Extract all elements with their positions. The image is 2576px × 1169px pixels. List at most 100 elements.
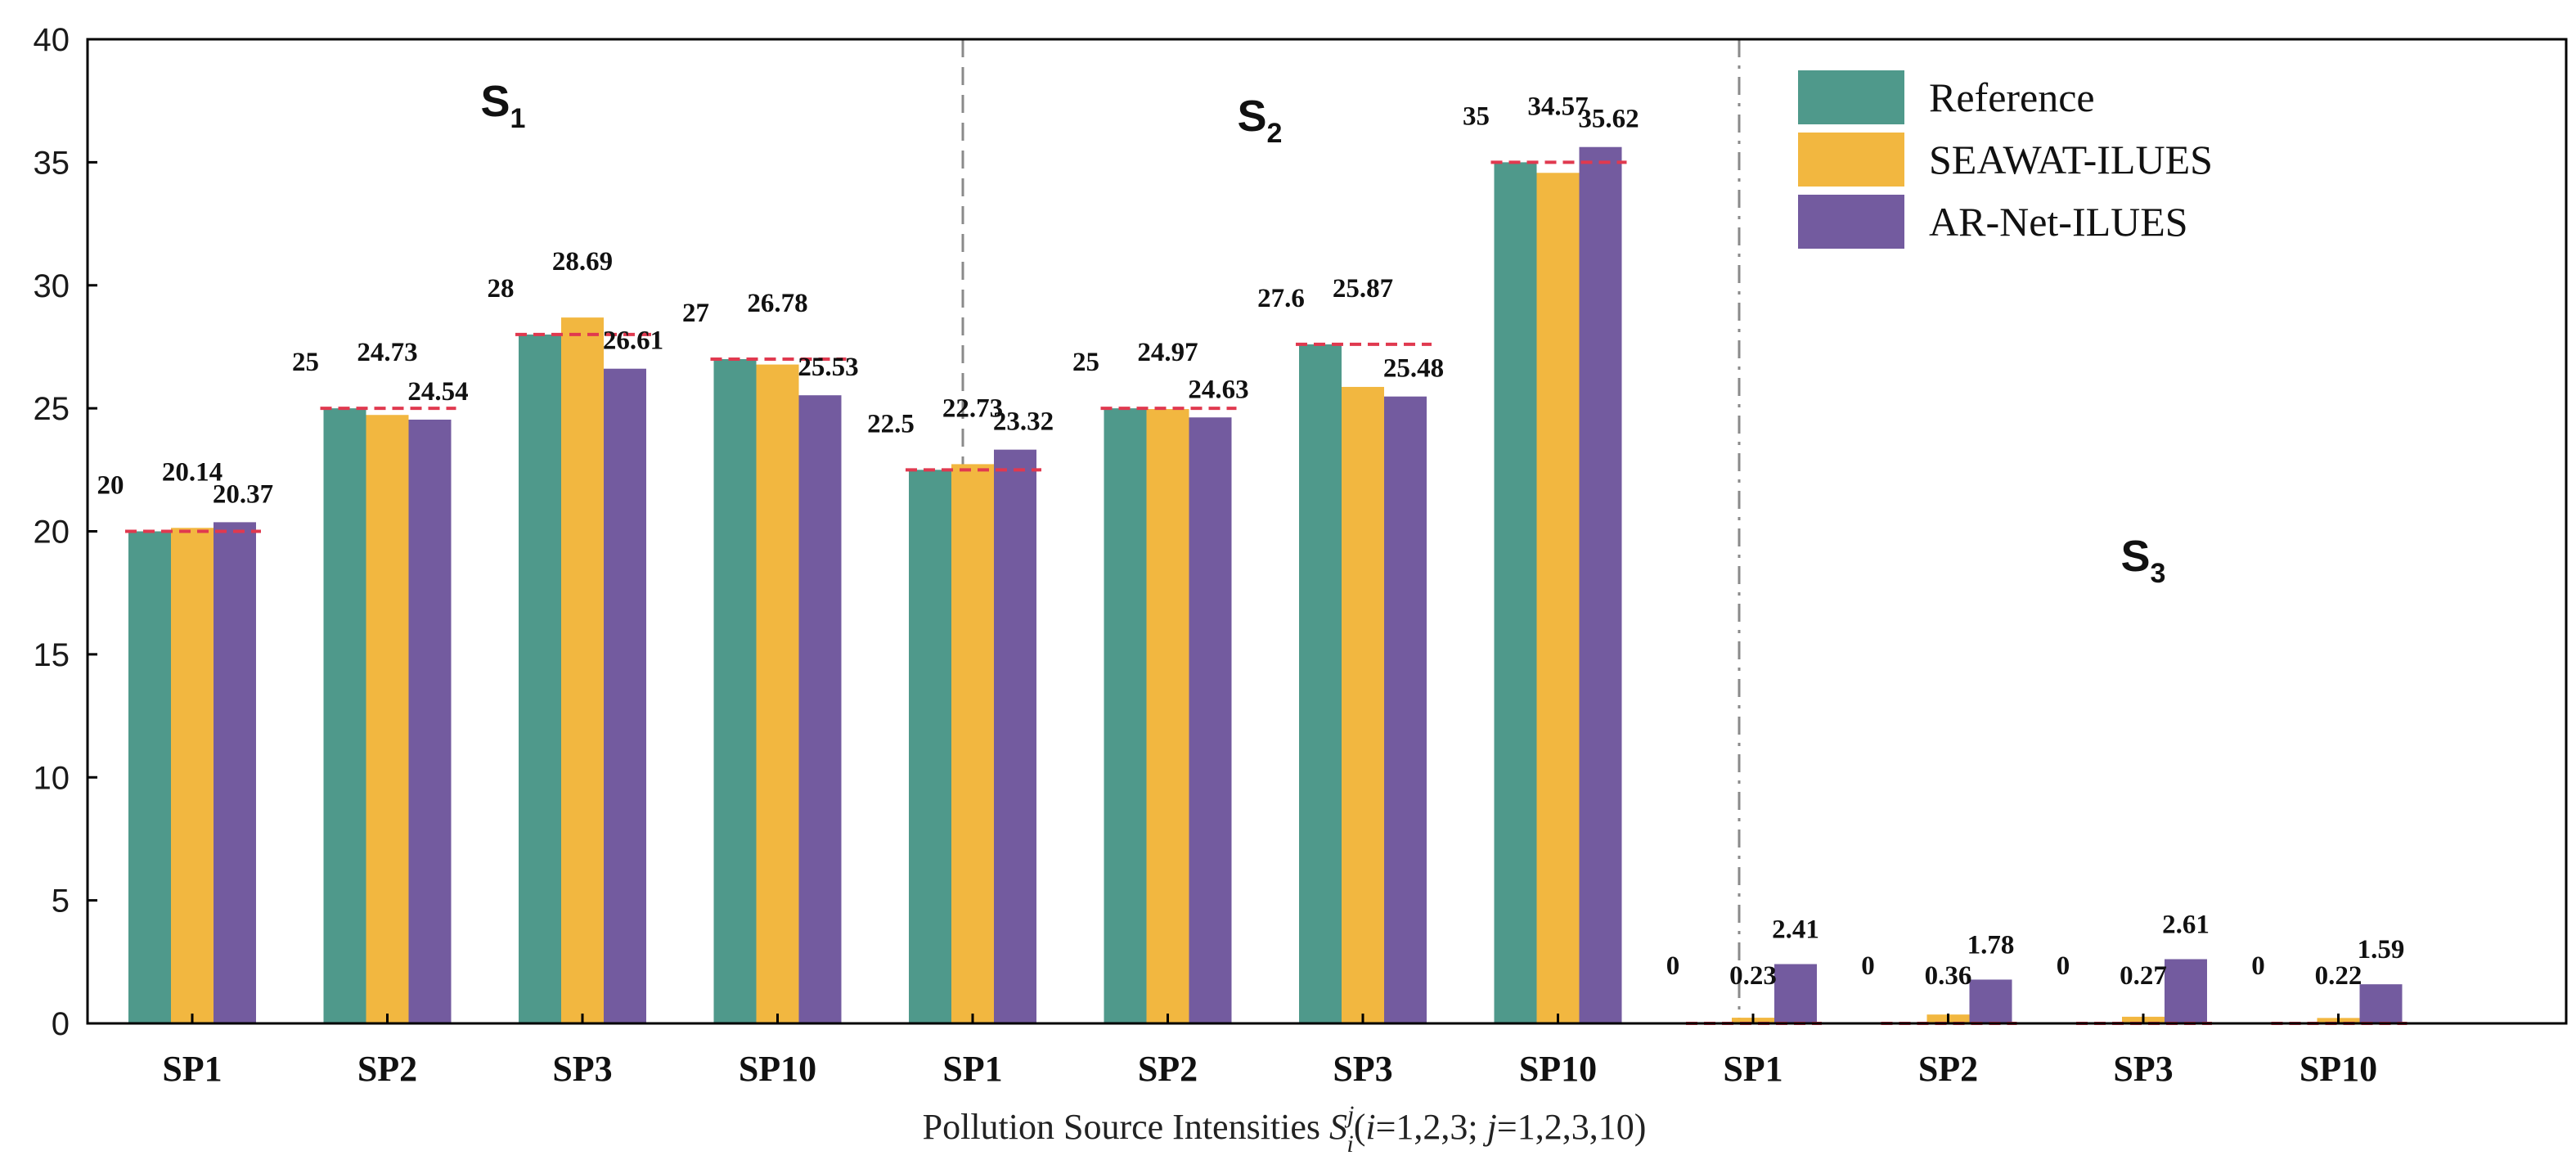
bar-arnet-s1-sp3 (604, 368, 646, 1024)
legend-swatch-seawat (1798, 133, 1904, 187)
value-label-arnet-s3-sp3: 2.61 (2162, 910, 2210, 940)
value-label-seawat-s3-sp10: 0.22 (2315, 961, 2362, 991)
bar-arnet-s3-sp10 (2359, 984, 2403, 1023)
bar-arnet-s2-sp2 (1189, 417, 1232, 1023)
bar-seawat-s2-sp10 (1536, 173, 1580, 1023)
bar-seawat-s1-sp10 (756, 364, 799, 1023)
x-axis-label-prefix: Pollution Source Intensities (923, 1107, 1329, 1147)
value-label-reference-s3-sp2: 0 (1861, 951, 1875, 981)
bar-arnet-s2-sp3 (1384, 396, 1427, 1024)
value-label-arnet-s2-sp10: 35.62 (1578, 105, 1639, 134)
x-axis-label-sup: j (1344, 1101, 1354, 1128)
category-label-s1-sp1: SP1 (162, 1049, 222, 1089)
value-label-reference-s1-sp3: 28 (488, 274, 515, 303)
value-label-reference-s1-sp10: 27 (682, 299, 709, 328)
value-label-seawat-s1-sp3: 28.69 (552, 247, 613, 277)
value-label-seawat-s3-sp3: 0.27 (2120, 961, 2167, 991)
x-axis-label-j-range: =1,2,3,10) (1497, 1107, 1646, 1147)
bar-seawat-s1-sp2 (366, 415, 409, 1023)
bar-arnet-s2-sp1 (994, 449, 1036, 1023)
y-tick-label-20: 20 (34, 515, 70, 551)
bar-reference-s1-sp2 (323, 408, 366, 1023)
value-label-reference-s3-sp10: 0 (2251, 951, 2265, 981)
legend-label-arnet: AR-Net-ILUES (1929, 199, 2188, 245)
bar-arnet-s1-sp1 (214, 522, 256, 1023)
x-axis-label-symbol: S (1329, 1107, 1347, 1147)
value-label-reference-s3-sp3: 0 (2057, 951, 2070, 981)
value-label-arnet-s1-sp1: 20.37 (213, 479, 273, 509)
legend: Reference SEAWAT-ILUES AR-Net-ILUES (1798, 70, 2213, 249)
category-label-s2-sp1: SP1 (942, 1049, 1002, 1089)
value-label-arnet-s1-sp10: 25.53 (798, 353, 858, 382)
group-title-s2: S2 (1238, 92, 1283, 149)
bar-seawat-s2-sp2 (1146, 409, 1189, 1024)
y-tick-label-40: 40 (34, 22, 70, 58)
x-axis-label-i-range: =1,2,3; (1376, 1107, 1487, 1147)
value-label-seawat-s2-sp1: 22.73 (942, 393, 1003, 423)
y-tick-label-25: 25 (34, 391, 70, 427)
bar-arnet-s3-sp1 (1774, 964, 1817, 1023)
value-label-seawat-s2-sp3: 25.87 (1333, 274, 1393, 303)
x-axis-label-i: i (1365, 1107, 1375, 1147)
legend-swatch-reference (1798, 70, 1904, 124)
value-label-reference-s1-sp1: 20 (97, 471, 124, 501)
category-label-s1-sp2: SP2 (357, 1049, 417, 1089)
bar-reference-s1-sp1 (128, 531, 171, 1023)
value-label-seawat-s2-sp10: 34.57 (1527, 92, 1588, 121)
value-label-reference-s2-sp10: 35 (1463, 101, 1490, 131)
y-tick-label-35: 35 (34, 145, 70, 181)
value-label-arnet-s3-sp2: 1.78 (1967, 930, 2015, 960)
group-title-symbol: S (481, 77, 510, 126)
value-label-reference-s2-sp2: 25 (1072, 348, 1099, 377)
bar-arnet-s3-sp2 (1969, 979, 2012, 1023)
legend-label-reference: Reference (1929, 74, 2095, 120)
y-tick-label-30: 30 (34, 268, 70, 304)
y-tick-label-5: 5 (52, 883, 70, 919)
bar-seawat-s1-sp3 (561, 317, 604, 1023)
value-label-arnet-s2-sp2: 24.63 (1188, 375, 1248, 404)
category-label-s3-sp2: SP2 (1918, 1049, 1978, 1089)
value-label-seawat-s1-sp2: 24.73 (357, 338, 417, 367)
bar-reference-s2-sp1 (909, 470, 951, 1023)
value-label-seawat-s1-sp1: 20.14 (162, 457, 223, 487)
value-label-reference-s2-sp1: 22.5 (867, 409, 915, 438)
group-title-subscript: 3 (2151, 558, 2166, 589)
bar-arnet-s2-sp10 (1579, 146, 1622, 1023)
x-axis-label-open: ( (1354, 1107, 1366, 1147)
bar-seawat-s1-sp1 (171, 528, 214, 1023)
y-tick-label-15: 15 (34, 637, 70, 673)
bar-arnet-s1-sp2 (408, 419, 452, 1023)
value-label-seawat-s2-sp2: 24.97 (1137, 338, 1198, 367)
category-label-s2-sp3: SP3 (1333, 1049, 1392, 1089)
category-label-s3-sp3: SP3 (2113, 1049, 2173, 1089)
bar-arnet-s1-sp10 (798, 395, 842, 1023)
bar-arnet-s3-sp3 (2165, 959, 2207, 1023)
group-title-symbol: S (2121, 532, 2151, 581)
value-label-seawat-s3-sp2: 0.36 (1925, 961, 1972, 991)
x-axis-label-j: j (1483, 1107, 1497, 1147)
category-label-s1-sp10: SP10 (739, 1049, 816, 1089)
value-label-reference-s2-sp3: 27.6 (1257, 284, 1305, 313)
bar-seawat-s2-sp1 (951, 464, 994, 1023)
value-label-arnet-s1-sp3: 26.61 (603, 326, 663, 356)
y-tick-label-0: 0 (52, 1006, 70, 1042)
y-tick-label-10: 10 (34, 760, 70, 796)
category-label-s3-sp10: SP10 (2300, 1049, 2377, 1089)
value-label-arnet-s2-sp1: 23.32 (993, 407, 1054, 437)
group-title-s1: S1 (481, 77, 526, 134)
value-label-arnet-s3-sp1: 2.41 (1772, 915, 1819, 945)
value-label-seawat-s1-sp10: 26.78 (747, 289, 807, 318)
x-axis-label-sub: i (1346, 1131, 1353, 1158)
group-title-subscript: 1 (510, 103, 526, 134)
legend-swatch-arnet (1798, 195, 1904, 249)
category-label-s2-sp10: SP10 (1519, 1049, 1597, 1089)
category-label-s3-sp1: SP1 (1723, 1049, 1783, 1089)
group-title-subscript: 2 (1267, 118, 1283, 149)
value-label-arnet-s3-sp10: 1.59 (2358, 935, 2405, 964)
legend-label-seawat: SEAWAT-ILUES (1929, 137, 2213, 182)
value-label-seawat-s3-sp1: 0.23 (1729, 961, 1777, 991)
bar-reference-s1-sp3 (519, 334, 561, 1023)
value-label-arnet-s2-sp3: 25.48 (1383, 354, 1444, 384)
